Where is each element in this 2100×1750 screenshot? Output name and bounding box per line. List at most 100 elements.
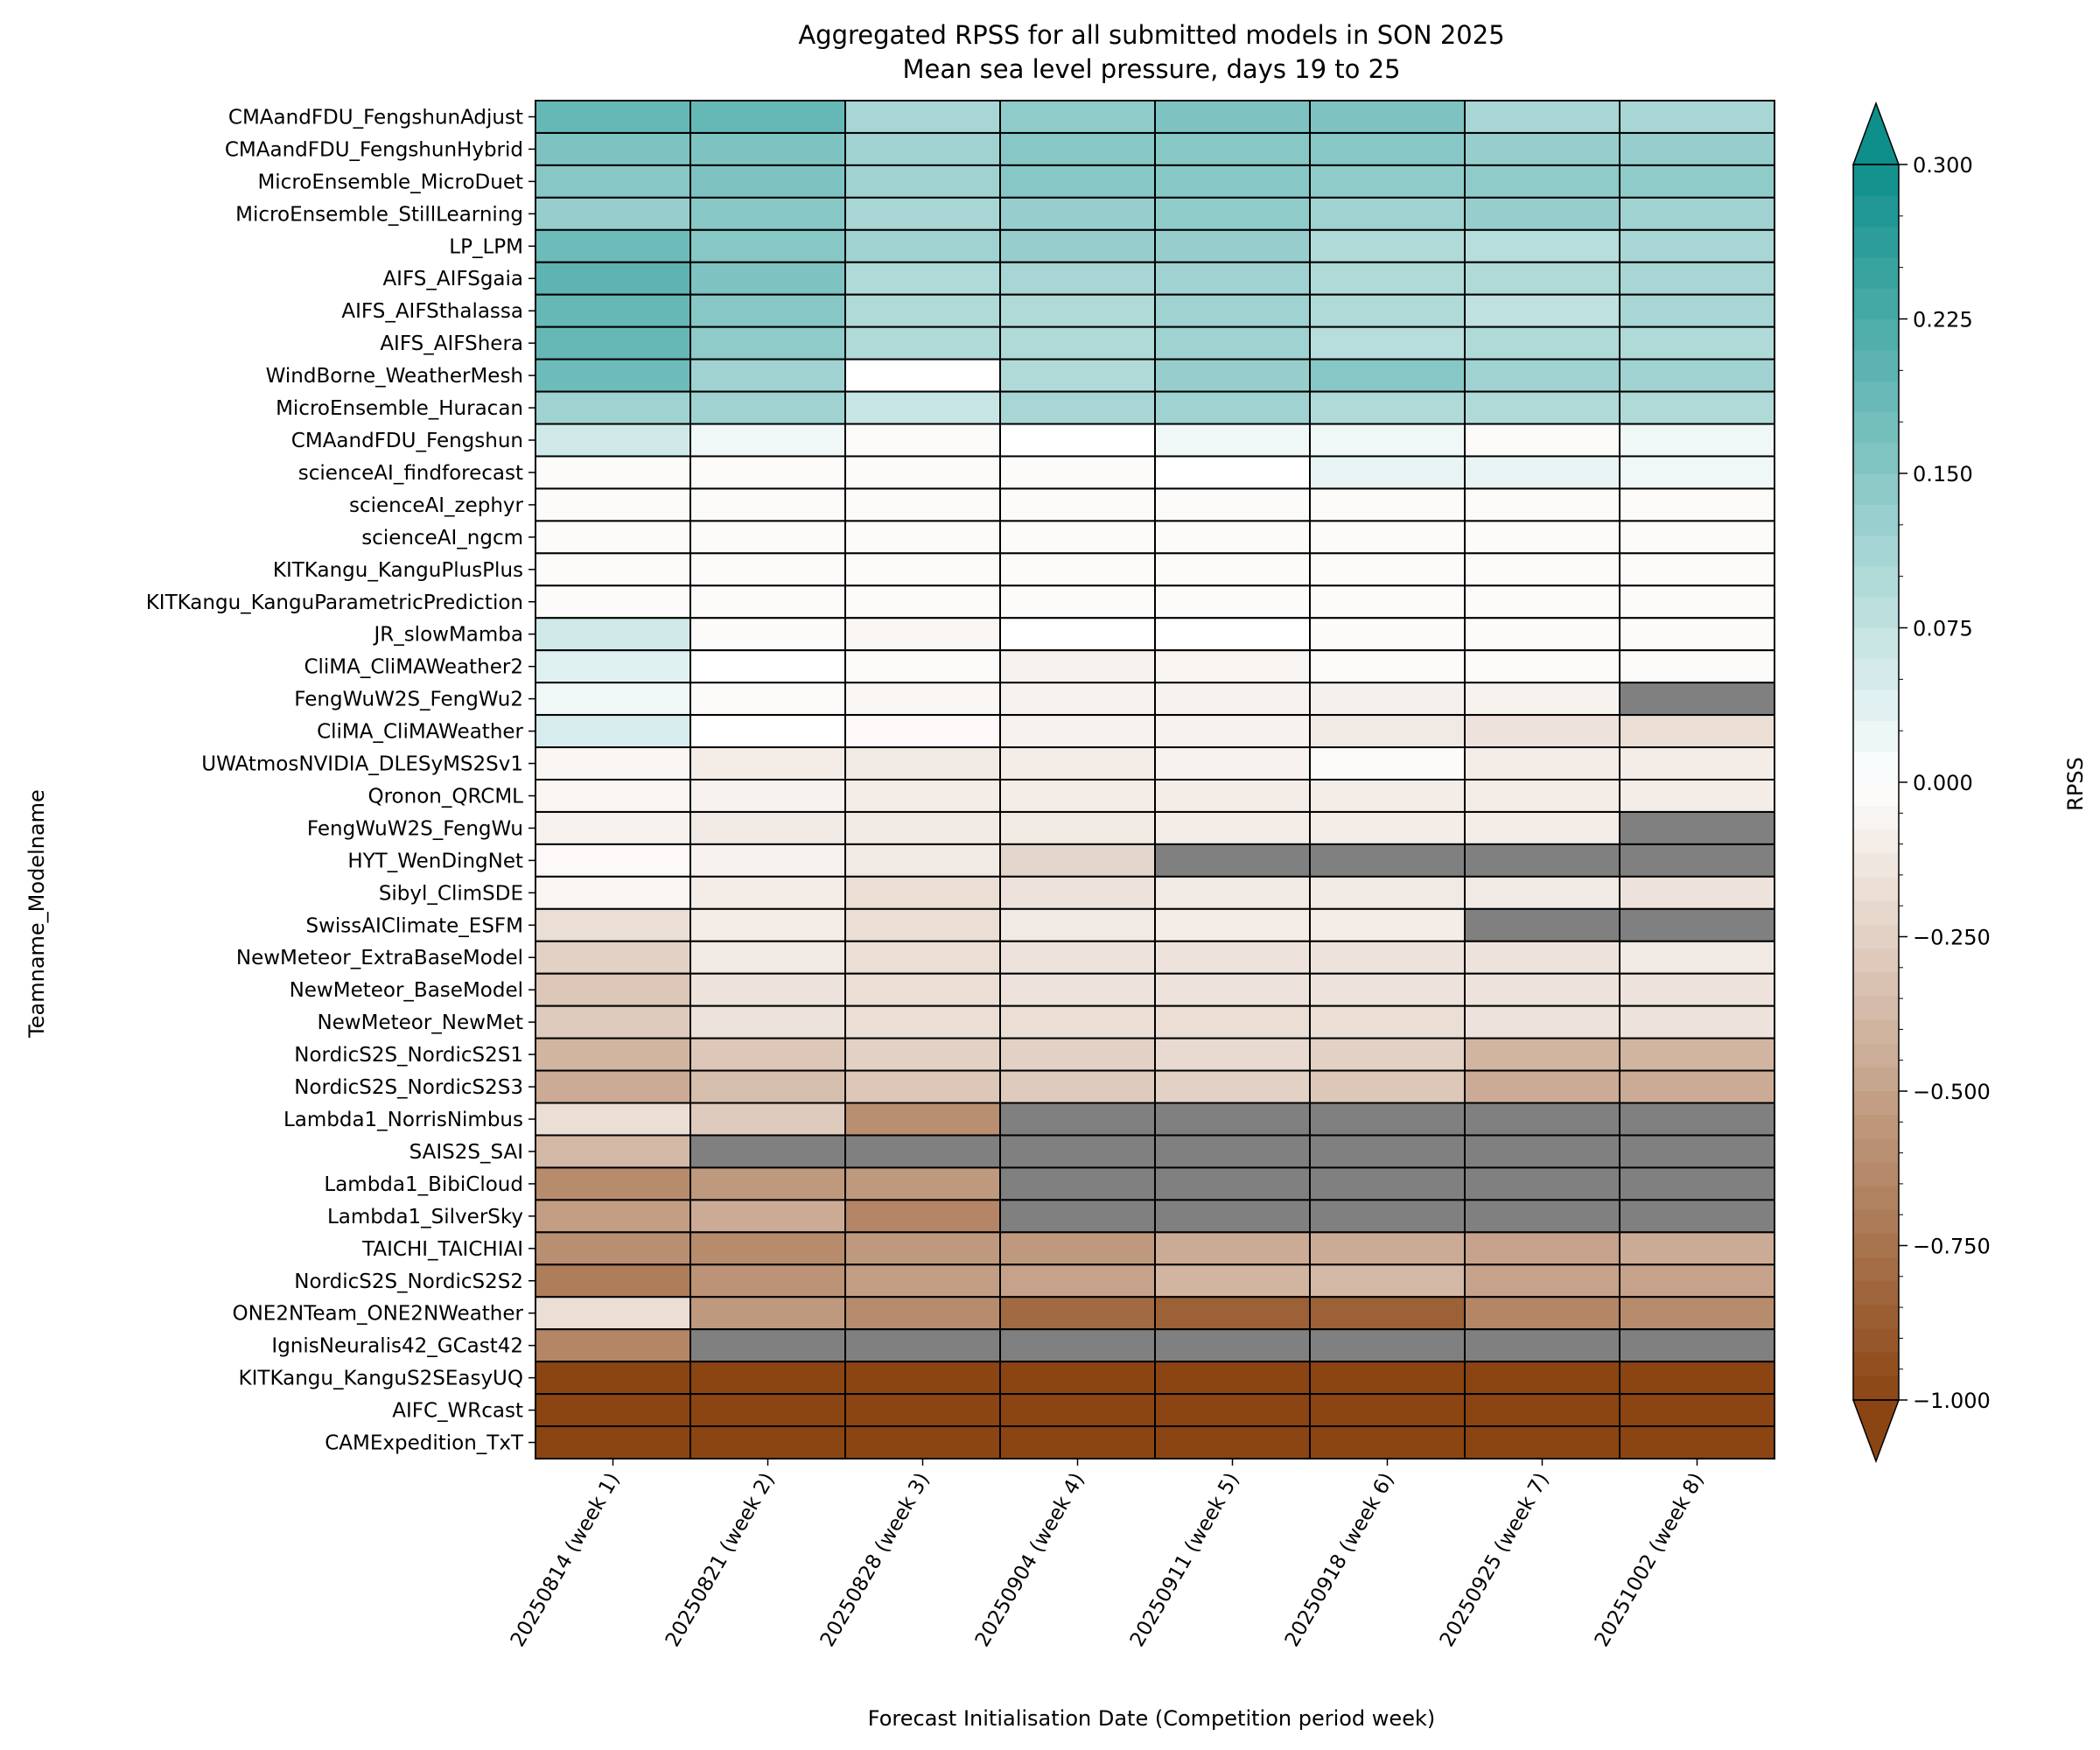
heatmap-cell [690,358,846,393]
heatmap-cell [844,907,1001,942]
heatmap-cell [690,714,846,749]
y-tick-label: MicroEnsemble_MicroDuet [257,171,523,193]
colorbar-segment [1853,1352,1899,1377]
heatmap-cell [690,552,846,587]
heatmap-cell [1619,293,1775,328]
colorbar-segment [1853,195,1899,228]
colorbar-segment [1853,782,1899,807]
y-tick-label: JR_slowMamba [372,624,523,647]
heatmap-cell [535,907,691,942]
heatmap-cell [844,261,1001,296]
y-tick-label: NordicS2S_NordicS2S3 [294,1076,523,1099]
heatmap-cell [1154,390,1311,425]
heatmap-cell [1619,843,1775,878]
y-tick-label: AIFS_AIFSthalassa [341,300,523,323]
heatmap-cell [1464,1199,1620,1234]
colorbar-tick-label: −0.250 [1913,926,1991,950]
y-tick-label: KITKangu_KanguParametricPrediction [146,592,523,614]
heatmap-cell [1309,649,1466,684]
heatmap-cell [690,1037,846,1072]
heatmap-cell [1464,907,1620,942]
heatmap-cell [1464,552,1620,587]
heatmap-cell [999,1361,1156,1396]
y-tick-label: CMAandFDU_FengshunAdjust [228,106,523,129]
heatmap-cell [1464,196,1620,231]
heatmap-cell [690,423,846,458]
heatmap-cell [999,875,1156,910]
heatmap-cell [535,1425,691,1460]
heatmap-cell [690,1199,846,1234]
colorbar-segment [1853,924,1899,949]
heatmap-cell [535,584,691,620]
heatmap-cell [1154,326,1311,360]
heatmap-cell [690,326,846,360]
chart-subtitle: Mean sea level pressure, days 19 to 25 [902,54,1400,84]
heatmap-cell [999,843,1156,878]
heatmap-cell [844,1199,1001,1234]
heatmap-cell [999,326,1156,360]
heatmap-cell [844,940,1001,975]
colorbar-segment [1853,1186,1899,1211]
heatmap-cell [535,1361,691,1396]
heatmap-cell [535,779,691,813]
heatmap-cell [1464,1102,1620,1137]
heatmap-cell [1619,390,1775,425]
heatmap-cell [1309,131,1466,166]
heatmap-cell [1619,714,1775,749]
colorbar-ticks: 0.300 0.225 0.150 0.075 0.000 −0.250 −0.500 −0.… [1899,153,1991,1413]
y-tick-label: SAIS2S_SAI [410,1141,523,1164]
heatmap-cell [535,100,691,134]
heatmap-cell [844,164,1001,199]
colorbar-segment [1853,658,1899,690]
heatmap-cell [690,1004,846,1040]
heatmap-cell [1619,455,1775,490]
heatmap-cell [844,649,1001,684]
heatmap-cell [844,100,1001,134]
x-tick-label: 20250925 (week 7) [1436,1469,1554,1651]
y-tick-label: IgnisNeuralis42_GCast42 [271,1335,523,1358]
heatmap-cell [1619,326,1775,360]
heatmap-cell [999,261,1156,296]
heatmap-cell [535,940,691,975]
heatmap-cell [1464,261,1620,296]
heatmap-cell [1309,617,1466,652]
heatmap-cell [1154,779,1311,813]
heatmap-cell [1619,358,1775,393]
heatmap-cell [535,164,691,199]
heatmap-cell [1464,779,1620,813]
heatmap-cell [1309,1296,1466,1331]
heatmap-cell [844,1166,1001,1201]
heatmap-cell [535,1037,691,1072]
heatmap-cell [1154,1231,1311,1266]
colorbar-segment [1853,806,1899,830]
heatmap-cell [1464,940,1620,975]
colorbar-tick-label: 0.225 [1913,308,1973,332]
heatmap-cell [1154,228,1311,263]
heatmap-cell [1619,1425,1775,1460]
heatmap-cell [1464,1134,1620,1169]
heatmap-cell [690,875,846,910]
heatmap-cell [1154,1134,1311,1169]
heatmap-cell [1309,1361,1466,1396]
colorbar-segment [1853,948,1899,973]
heatmap-cell [1309,423,1466,458]
heatmap-cell [1309,875,1466,910]
heatmap-cell [1619,1102,1775,1137]
heatmap-cell [690,100,846,134]
colorbar-segment [1853,627,1899,660]
heatmap-cell [690,1069,846,1104]
y-tick-label: NewMeteor_ExtraBaseModel [236,947,523,970]
heatmap-cell [1619,584,1775,620]
heatmap-cell [1464,1361,1620,1396]
colorbar-segment [1853,318,1899,351]
heatmap-cell [1154,584,1311,620]
colorbar-tick-label: 0.075 [1913,617,1973,641]
heatmap-cell [690,682,846,717]
colorbar-segment [1853,996,1899,1021]
heatmap-cell [1619,520,1775,555]
heatmap-cell [690,810,846,845]
heatmap-cell [1154,520,1311,555]
heatmap-cell [1619,1166,1775,1201]
heatmap-cell [1309,779,1466,813]
heatmap-cell [1154,487,1311,522]
